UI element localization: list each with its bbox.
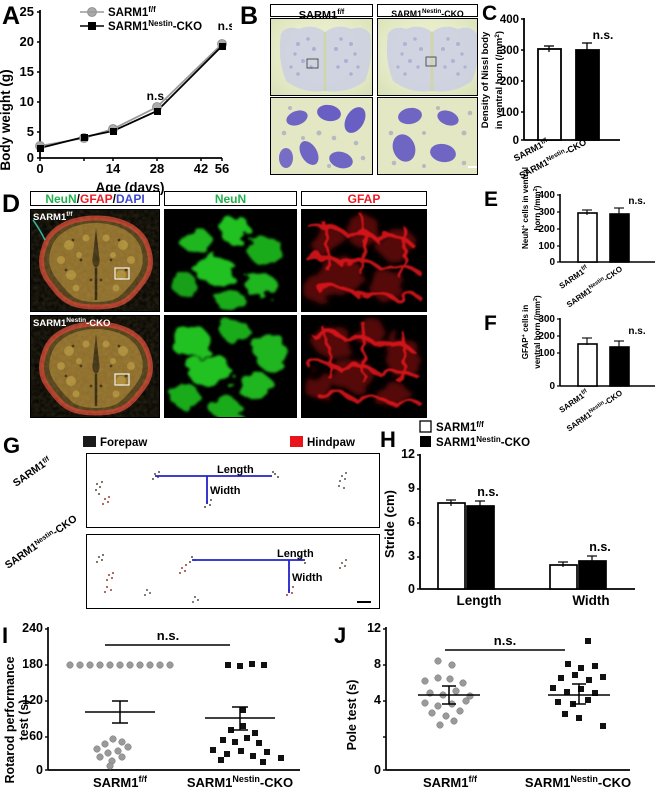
svg-text:n.s.: n.s. bbox=[477, 485, 499, 499]
svg-text:Body weight (g): Body weight (g) bbox=[0, 69, 13, 170]
svg-text:Width: Width bbox=[210, 485, 241, 497]
svg-text:0: 0 bbox=[549, 381, 555, 392]
svg-text:0: 0 bbox=[27, 150, 34, 165]
svg-text:n.s.: n.s. bbox=[157, 628, 179, 643]
svg-text:300: 300 bbox=[538, 314, 555, 325]
svg-text:n.s.: n.s. bbox=[628, 196, 645, 207]
svg-text:SARM1Nestin-CKO: SARM1Nestin-CKO bbox=[108, 19, 202, 34]
svg-text:0: 0 bbox=[36, 763, 43, 777]
svg-text:120: 120 bbox=[22, 693, 43, 707]
svg-text:200: 200 bbox=[538, 224, 555, 235]
svg-text:Stride (cm): Stride (cm) bbox=[382, 490, 397, 558]
svg-text:100: 100 bbox=[500, 107, 519, 119]
svg-text:180: 180 bbox=[22, 657, 43, 671]
svg-text:5: 5 bbox=[27, 124, 34, 139]
svg-text:SARM1f/f: SARM1f/f bbox=[423, 774, 478, 790]
svg-text:Forepaw: Forepaw bbox=[100, 437, 147, 449]
svg-text:Width: Width bbox=[572, 593, 609, 608]
svg-text:0: 0 bbox=[549, 257, 555, 268]
svg-text:SARM1f/f: SARM1f/f bbox=[11, 454, 54, 489]
svg-text:20: 20 bbox=[20, 34, 34, 49]
svg-text:100: 100 bbox=[538, 348, 555, 359]
svg-text:0: 0 bbox=[513, 135, 519, 147]
svg-text:0: 0 bbox=[408, 582, 415, 596]
svg-text:200: 200 bbox=[500, 76, 519, 88]
svg-text:60: 60 bbox=[29, 729, 43, 743]
svg-text:Pole test (s): Pole test (s) bbox=[345, 680, 359, 751]
svg-text:GFAP+ cells in: GFAP+ cells in bbox=[521, 305, 530, 360]
svg-text:SARM1f/f: SARM1f/f bbox=[436, 420, 484, 435]
svg-text:28: 28 bbox=[150, 161, 164, 176]
svg-text:Hindpaw: Hindpaw bbox=[307, 437, 355, 449]
svg-text:Width: Width bbox=[292, 572, 323, 584]
svg-text:Length: Length bbox=[457, 593, 502, 608]
svg-text:300: 300 bbox=[538, 207, 555, 218]
svg-text:400: 400 bbox=[500, 14, 519, 26]
svg-text:25: 25 bbox=[20, 4, 34, 19]
svg-text:Rotarod performance: Rotarod performance bbox=[3, 656, 17, 783]
svg-text:240: 240 bbox=[22, 621, 43, 635]
svg-text:SARM1Nestin-CKO: SARM1Nestin-CKO bbox=[3, 513, 80, 572]
svg-text:10: 10 bbox=[20, 94, 34, 109]
svg-text:SARM1f/f: SARM1f/f bbox=[93, 774, 148, 790]
svg-text:SARM1Nestin-CKO: SARM1Nestin-CKO bbox=[525, 774, 631, 790]
svg-text:56: 56 bbox=[215, 161, 229, 176]
svg-text:0: 0 bbox=[36, 161, 43, 176]
svg-text:Length: Length bbox=[277, 548, 314, 560]
svg-text:15: 15 bbox=[20, 64, 34, 79]
svg-text:3: 3 bbox=[408, 549, 415, 563]
svg-text:6: 6 bbox=[408, 515, 415, 529]
svg-text:100: 100 bbox=[538, 241, 555, 252]
svg-text:400: 400 bbox=[538, 190, 555, 201]
svg-text:300: 300 bbox=[500, 45, 519, 57]
svg-text:9: 9 bbox=[408, 481, 415, 495]
svg-text:n.s.: n.s. bbox=[593, 28, 614, 42]
svg-text:Density of Nissl body: Density of Nissl body bbox=[480, 31, 491, 128]
svg-text:14: 14 bbox=[106, 161, 121, 176]
svg-text:n.s.: n.s. bbox=[494, 633, 516, 648]
svg-text:200: 200 bbox=[538, 331, 555, 342]
svg-text:SARM1Nestin-CKO: SARM1Nestin-CKO bbox=[436, 435, 530, 450]
svg-text:42: 42 bbox=[194, 161, 208, 176]
svg-text:n.s.: n.s. bbox=[628, 326, 645, 337]
svg-text:SARM1Nestin-CKO: SARM1Nestin-CKO bbox=[187, 774, 293, 790]
svg-text:NeuN+ cells in ventral: NeuN+ cells in ventral bbox=[521, 167, 530, 249]
svg-text:Length: Length bbox=[217, 464, 254, 476]
svg-text:8: 8 bbox=[374, 657, 381, 671]
svg-text:n.s.: n.s. bbox=[589, 540, 611, 554]
svg-text:12: 12 bbox=[401, 447, 415, 461]
svg-text:0: 0 bbox=[374, 763, 381, 777]
svg-text:SARM1f/f: SARM1f/f bbox=[108, 5, 156, 20]
svg-text:4: 4 bbox=[374, 693, 381, 707]
svg-text:12: 12 bbox=[367, 621, 381, 635]
